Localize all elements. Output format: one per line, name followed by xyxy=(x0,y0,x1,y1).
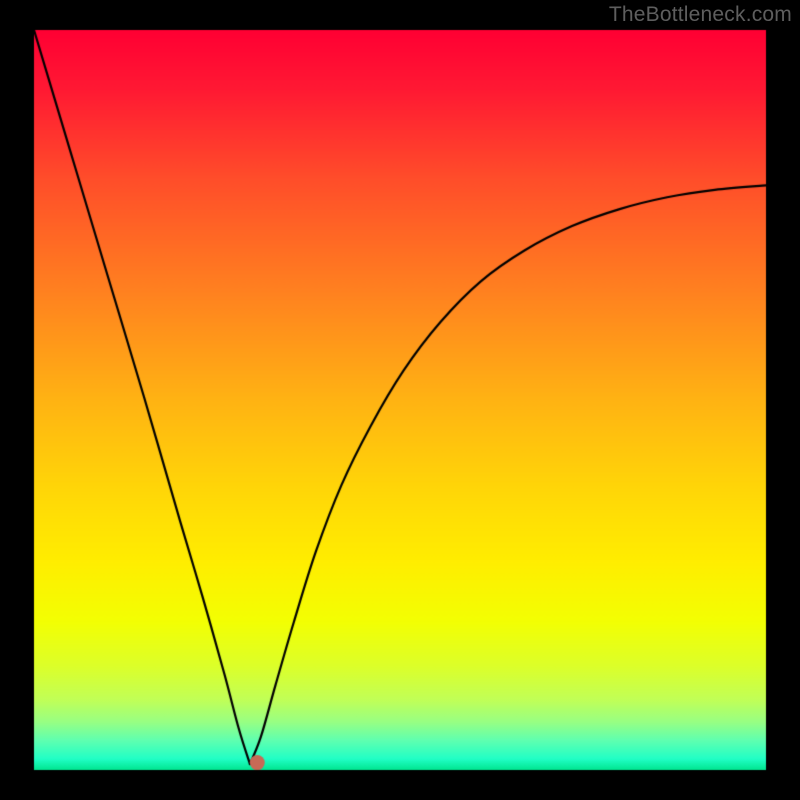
watermark-text: TheBottleneck.com xyxy=(609,3,792,27)
bottleneck-chart xyxy=(0,0,800,800)
